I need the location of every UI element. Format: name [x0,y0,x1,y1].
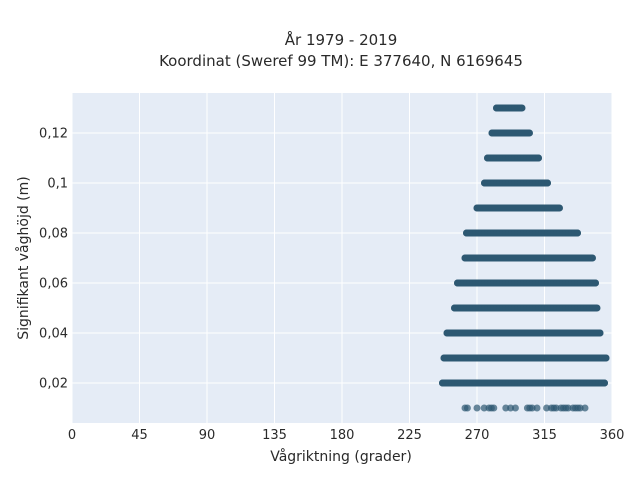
data-point [602,354,610,362]
data-point [574,229,581,237]
chart-subtitle: Koordinat (Sweref 99 TM): E 377640, N 61… [159,52,523,70]
data-point [463,404,471,412]
point-band [463,229,581,237]
point-band [461,254,596,262]
point-band [451,304,601,312]
data-point [490,404,498,412]
point-band [484,154,542,162]
x-tick-label: 45 [131,428,148,443]
data-point [554,204,562,212]
x-tick-label: 0 [68,428,76,443]
data-point [576,404,584,412]
data-point [543,404,551,412]
data-point [587,254,595,262]
x-tick-label: 270 [465,428,490,443]
data-points [439,104,610,412]
x-tick-label: 360 [600,428,625,443]
x-tick-label: 225 [397,428,422,443]
point-band [488,129,533,137]
x-tick-label: 90 [199,428,216,443]
data-point [596,329,604,337]
data-point [535,154,542,162]
point-band [473,204,563,212]
point-band [481,179,551,187]
x-tick-label: 135 [262,428,287,443]
point-band [493,104,526,112]
data-point [473,404,481,412]
point-band [440,354,610,362]
y-tick-label: 0,04 [39,327,68,342]
y-tick-label: 0,08 [39,227,68,242]
data-point [480,404,488,412]
data-point [533,404,541,412]
data-point [528,404,536,412]
x-axis-label: Vågriktning (grader) [270,448,412,465]
data-point [601,379,608,387]
data-point [507,404,515,412]
point-band [439,379,608,387]
data-point [524,129,532,137]
y-tick-label: 0,12 [39,127,68,142]
x-tick-label: 180 [330,428,355,443]
y-axis-label: Signifikant våghöjd (m) [15,176,32,339]
data-point [581,404,589,412]
chart-title: År 1979 - 2019 [285,30,398,49]
data-point [517,104,524,112]
y-tick-label: 0,02 [39,377,68,392]
y-tick-label: 0,06 [39,277,68,292]
point-band [461,404,589,412]
point-band [454,279,599,287]
x-tick-label: 315 [532,428,557,443]
data-point [502,404,510,412]
y-axis-ticks: 0,02 0,04 0,06 0,08 0,1 0,12 [39,127,68,392]
point-band [443,329,604,337]
data-point [592,304,599,312]
data-point [552,404,560,412]
data-point [544,179,551,187]
x-axis-ticks: 0 45 90 135 180 225 270 315 360 [68,428,625,443]
data-point [511,404,519,412]
data-point [592,279,599,287]
data-point [564,404,572,412]
y-tick-label: 0,1 [47,177,68,192]
